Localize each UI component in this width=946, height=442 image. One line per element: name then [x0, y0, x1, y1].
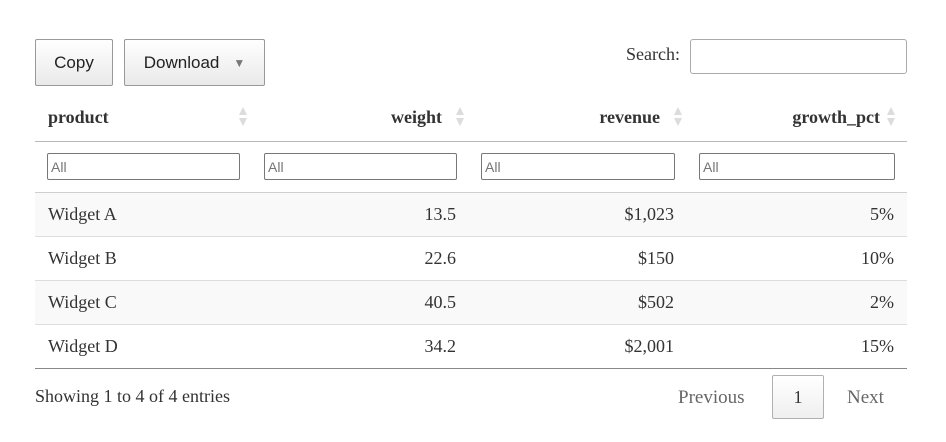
cell-revenue: $1,023: [469, 191, 687, 236]
sort-icon: [886, 107, 895, 126]
search-label: Search:: [626, 44, 680, 64]
header-row: product weight revenue growth_pct: [35, 94, 907, 142]
cell-growth-pct: 5%: [687, 191, 907, 236]
filter-cell: [469, 141, 687, 193]
cell-growth-pct: 10%: [687, 235, 907, 280]
table-row[interactable]: Widget C 40.5 $502 2%: [35, 279, 907, 324]
filter-cell: [35, 141, 252, 193]
cell-product: Widget B: [35, 235, 252, 280]
filter-input-revenue[interactable]: [481, 153, 675, 180]
column-header-label: product: [48, 106, 109, 127]
table-row[interactable]: Widget A 13.5 $1,023 5%: [35, 191, 907, 236]
cell-revenue: $2,001: [469, 323, 687, 369]
cell-revenue: $150: [469, 235, 687, 280]
page-1-button[interactable]: 1: [772, 375, 824, 419]
copy-button-label: Copy: [54, 52, 94, 72]
column-header-growth-pct[interactable]: growth_pct: [687, 94, 907, 142]
caret-down-icon: ▼: [233, 55, 246, 70]
cell-growth-pct: 2%: [687, 279, 907, 324]
filter-cell: [687, 141, 907, 193]
download-button[interactable]: Download ▼: [124, 39, 265, 86]
data-table: product weight revenue growth_pct: [35, 94, 907, 369]
sort-icon: [455, 107, 464, 126]
cell-growth-pct: 15%: [687, 323, 907, 369]
column-header-revenue[interactable]: revenue: [469, 94, 687, 142]
search-input[interactable]: [690, 39, 907, 74]
cell-weight: 13.5: [252, 191, 469, 236]
cell-weight: 40.5: [252, 279, 469, 324]
sort-icon: [673, 107, 682, 126]
cell-revenue: $502: [469, 279, 687, 324]
cell-product: Widget C: [35, 279, 252, 324]
table-row[interactable]: Widget B 22.6 $150 10%: [35, 235, 907, 280]
filter-cell: [252, 141, 469, 193]
column-header-weight[interactable]: weight: [252, 94, 469, 142]
previous-page-button[interactable]: Previous: [678, 387, 745, 408]
column-header-label: weight: [391, 106, 442, 127]
cell-weight: 34.2: [252, 323, 469, 369]
table-row[interactable]: Widget D 34.2 $2,001 15%: [35, 323, 907, 369]
filter-input-product[interactable]: [47, 153, 240, 180]
filter-row: [35, 141, 907, 193]
sort-icon: [238, 107, 247, 126]
cell-product: Widget D: [35, 323, 252, 369]
column-header-label: growth_pct: [792, 106, 880, 127]
filter-input-weight[interactable]: [264, 153, 457, 180]
next-page-button[interactable]: Next: [847, 387, 884, 408]
column-header-label: revenue: [599, 106, 660, 127]
column-header-product[interactable]: product: [35, 94, 252, 142]
cell-product: Widget A: [35, 191, 252, 236]
copy-button[interactable]: Copy: [35, 39, 113, 86]
page-number: 1: [793, 386, 803, 407]
table-info: Showing 1 to 4 of 4 entries: [35, 386, 230, 406]
cell-weight: 22.6: [252, 235, 469, 280]
download-button-label: Download: [143, 52, 220, 72]
filter-input-growth-pct[interactable]: [699, 153, 895, 180]
